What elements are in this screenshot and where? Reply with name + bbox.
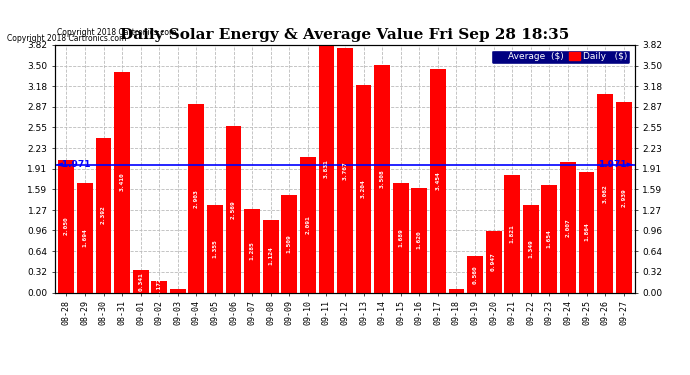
Text: Copyright 2018 Cartronics.com: Copyright 2018 Cartronics.com <box>7 34 126 43</box>
Bar <box>207 205 223 292</box>
Bar <box>597 94 613 292</box>
Bar <box>542 185 558 292</box>
Title: Daily Solar Energy & Average Value Fri Sep 28 18:35: Daily Solar Energy & Average Value Fri S… <box>120 28 570 42</box>
Text: Copyright 2018 Cartronics.com: Copyright 2018 Cartronics.com <box>57 28 177 37</box>
Text: 0.947: 0.947 <box>491 252 496 271</box>
Text: ◄1.971: ◄1.971 <box>57 160 92 169</box>
Bar <box>151 281 167 292</box>
Bar <box>77 183 93 292</box>
Bar <box>523 205 539 292</box>
Text: 3.767: 3.767 <box>342 161 348 180</box>
Text: 1.654: 1.654 <box>547 230 552 248</box>
Bar <box>132 270 148 292</box>
Bar <box>319 44 335 292</box>
Bar <box>579 172 594 292</box>
Bar <box>337 48 353 292</box>
Text: 2.050: 2.050 <box>64 217 69 236</box>
Text: 3.508: 3.508 <box>380 170 384 188</box>
Text: 2.939: 2.939 <box>621 188 626 207</box>
Text: 1.509: 1.509 <box>287 234 292 253</box>
Text: 1.349: 1.349 <box>529 239 533 258</box>
Text: 1.620: 1.620 <box>417 231 422 249</box>
Text: 2.091: 2.091 <box>306 215 310 234</box>
Text: 0.172: 0.172 <box>157 278 161 296</box>
Text: 2.569: 2.569 <box>231 200 236 219</box>
Text: 1.864: 1.864 <box>584 223 589 242</box>
Bar <box>244 209 260 292</box>
Text: 1.694: 1.694 <box>82 228 88 247</box>
Text: 2.007: 2.007 <box>565 218 571 237</box>
Text: 3.831: 3.831 <box>324 159 329 178</box>
Bar <box>188 104 204 292</box>
Text: 1.821: 1.821 <box>510 224 515 243</box>
Text: 1.355: 1.355 <box>213 239 217 258</box>
Bar <box>448 289 464 292</box>
Bar <box>374 65 390 292</box>
Bar <box>393 183 408 292</box>
Text: 1.971►: 1.971► <box>598 160 633 169</box>
Bar <box>430 69 446 292</box>
Bar <box>504 174 520 292</box>
Text: 3.454: 3.454 <box>435 171 440 190</box>
Text: 0.560: 0.560 <box>473 265 477 284</box>
Text: 2.392: 2.392 <box>101 206 106 224</box>
Bar <box>411 188 427 292</box>
Bar <box>226 126 241 292</box>
Legend: Average  ($), Daily   ($): Average ($), Daily ($) <box>491 50 630 64</box>
Bar <box>467 256 483 292</box>
Text: 3.410: 3.410 <box>119 172 125 191</box>
Bar <box>96 138 111 292</box>
Text: 1.689: 1.689 <box>398 228 403 247</box>
Text: 2.903: 2.903 <box>194 189 199 208</box>
Text: 3.204: 3.204 <box>361 179 366 198</box>
Bar <box>282 195 297 292</box>
Text: 3.062: 3.062 <box>602 184 608 203</box>
Bar <box>560 162 576 292</box>
Text: 0.341: 0.341 <box>138 272 143 291</box>
Bar <box>114 72 130 292</box>
Bar <box>263 220 279 292</box>
Bar <box>615 102 631 292</box>
Bar <box>59 160 75 292</box>
Bar <box>300 157 316 292</box>
Text: 1.285: 1.285 <box>250 242 255 260</box>
Bar <box>170 289 186 292</box>
Bar <box>355 85 371 292</box>
Text: 1.124: 1.124 <box>268 247 273 266</box>
Bar <box>486 231 502 292</box>
